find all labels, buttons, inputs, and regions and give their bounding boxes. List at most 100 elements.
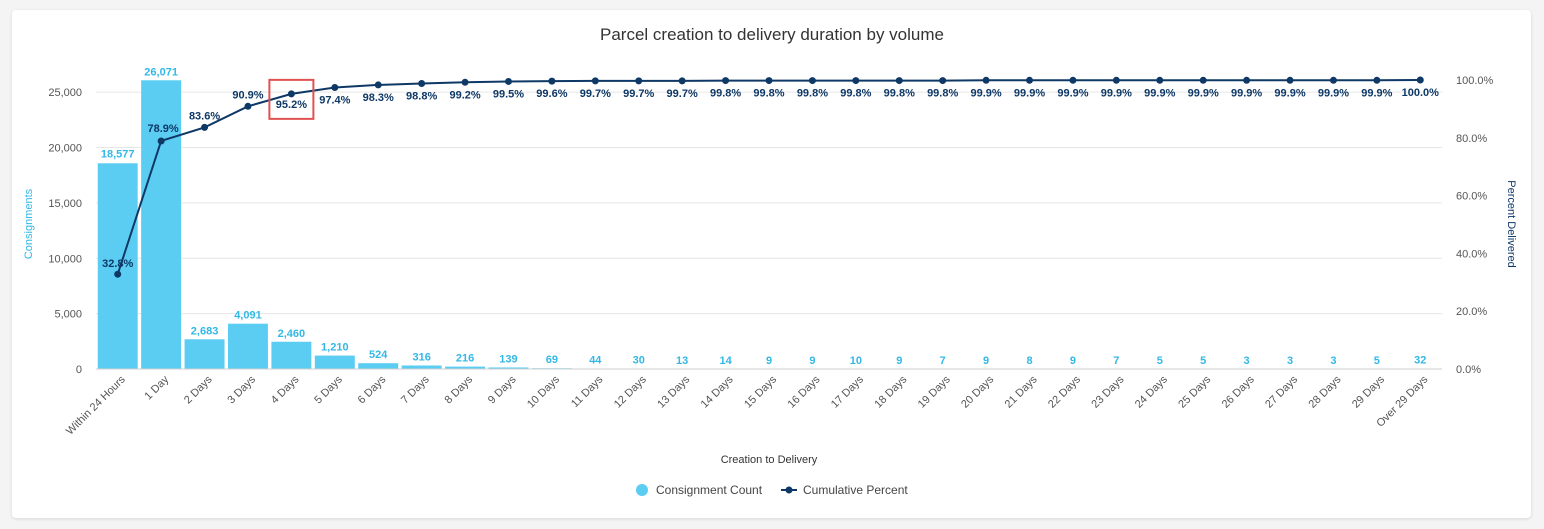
- x-tick-label: 11 Days: [569, 373, 606, 410]
- bar[interactable]: [227, 323, 268, 369]
- x-tick-label: 24 Days: [1133, 373, 1170, 410]
- bar[interactable]: [401, 365, 442, 369]
- y2-axis-title: Percent Delivered: [1505, 180, 1517, 267]
- cumulative-percent-label: 99.9%: [1101, 87, 1132, 99]
- line-point[interactable]: [1286, 76, 1294, 84]
- y-tick-label: 10,000: [48, 253, 82, 265]
- y2-tick-label: 100.0%: [1456, 75, 1494, 87]
- x-tick-label: 4 Days: [269, 373, 302, 406]
- line-point[interactable]: [808, 77, 816, 85]
- cumulative-percent-label: 99.9%: [1274, 87, 1305, 99]
- line-point[interactable]: [461, 78, 469, 86]
- line-point[interactable]: [939, 77, 947, 85]
- x-tick-label: 27 Days: [1263, 373, 1300, 410]
- line-point[interactable]: [1069, 76, 1077, 84]
- line-point[interactable]: [114, 270, 122, 278]
- line-point[interactable]: [722, 77, 730, 85]
- x-tick-label: 22 Days: [1046, 373, 1083, 410]
- bar-value-label: 216: [456, 353, 474, 365]
- line-point[interactable]: [1112, 76, 1120, 84]
- bar-value-label: 7: [1113, 355, 1119, 367]
- x-tick-label: 15 Days: [742, 373, 779, 410]
- y-tick-label: 0: [76, 364, 82, 376]
- legend-line-marker-icon: [785, 486, 793, 494]
- line-point[interactable]: [635, 77, 643, 85]
- x-tick-label: 18 Days: [872, 373, 909, 410]
- bar-value-label: 30: [633, 355, 645, 367]
- line-point[interactable]: [1026, 76, 1034, 84]
- line-point[interactable]: [287, 90, 295, 98]
- bar-value-label: 9: [896, 355, 902, 367]
- chart-title: Parcel creation to delivery duration by …: [600, 25, 944, 44]
- x-tick-label: 3 Days: [225, 373, 258, 406]
- bar[interactable]: [141, 80, 182, 369]
- line-point[interactable]: [678, 77, 686, 85]
- line-point[interactable]: [374, 81, 382, 89]
- line-labels: 32.8% 78.9% 83.6% 90.9% 95.2% 97.4% 98.3% 98.8%…: [102, 78, 1439, 270]
- cumulative-percent-label: 99.8%: [840, 88, 871, 100]
- line-point[interactable]: [1373, 76, 1381, 84]
- x-tick-label: 9 Days: [486, 373, 519, 406]
- x-tick-label: 20 Days: [959, 373, 996, 410]
- line-point[interactable]: [201, 123, 209, 131]
- bar-value-label: 3: [1330, 355, 1336, 367]
- line-point[interactable]: [157, 137, 165, 145]
- line-point[interactable]: [765, 77, 773, 85]
- bar-value-label: 10: [850, 355, 862, 367]
- line-point[interactable]: [331, 84, 339, 92]
- bar-value-label: 7: [940, 355, 946, 367]
- line-point[interactable]: [1416, 76, 1424, 84]
- line-point[interactable]: [895, 77, 903, 85]
- bar[interactable]: [97, 163, 138, 369]
- x-tick-label: 8 Days: [442, 373, 475, 406]
- line-point[interactable]: [982, 76, 990, 84]
- line-point[interactable]: [1199, 76, 1207, 84]
- bar[interactable]: [184, 339, 225, 369]
- y-axis-right: 0.0% 20.0% 40.0% 60.0% 80.0% 100.0%: [1456, 75, 1494, 376]
- line-point[interactable]: [504, 77, 512, 85]
- cumulative-percent-label: 99.9%: [1361, 87, 1392, 99]
- x-tick-label: 10 Days: [525, 373, 562, 410]
- bar-value-label: 3: [1244, 355, 1250, 367]
- x-tick-label: 19 Days: [916, 373, 953, 410]
- x-tick-label: 17 Days: [829, 373, 866, 410]
- cumulative-percent-label: 98.8%: [406, 90, 437, 102]
- x-axis-title: Creation to Delivery: [721, 454, 818, 466]
- bar[interactable]: [488, 367, 529, 369]
- bar[interactable]: [271, 341, 312, 369]
- line-point[interactable]: [418, 79, 426, 87]
- bar-series: [97, 80, 1441, 370]
- bar-value-label: 32: [1414, 355, 1426, 367]
- legend-item-cumulative-percent[interactable]: Cumulative Percent: [781, 483, 908, 497]
- y-tick-label: 15,000: [48, 198, 82, 210]
- line-point[interactable]: [1156, 76, 1164, 84]
- line-series: [114, 76, 1424, 278]
- x-tick-label: 13 Days: [655, 373, 692, 410]
- bar-value-label: 316: [412, 352, 430, 364]
- y-axis-left: 0 5,000 10,000 15,000 20,000 25,000: [48, 87, 82, 376]
- bar-value-label: 5: [1157, 355, 1163, 367]
- y2-tick-label: 40.0%: [1456, 248, 1487, 260]
- bar[interactable]: [314, 355, 355, 369]
- line-point[interactable]: [852, 77, 860, 85]
- bar-value-label: 5: [1200, 355, 1206, 367]
- line-point[interactable]: [591, 77, 599, 85]
- x-tick-label: 29 Days: [1350, 373, 1387, 410]
- line-point[interactable]: [244, 102, 252, 110]
- bar-value-label: 524: [369, 349, 388, 361]
- cumulative-percent-label: 99.9%: [1231, 87, 1262, 99]
- bar-value-label: 9: [983, 355, 989, 367]
- line-point[interactable]: [1329, 76, 1337, 84]
- line-point[interactable]: [548, 77, 556, 85]
- legend: Consignment Count Cumulative Percent: [636, 483, 908, 497]
- bar-value-label: 9: [1070, 355, 1076, 367]
- bar[interactable]: [445, 366, 486, 369]
- x-tick-label: 21 Days: [1003, 373, 1040, 410]
- cumulative-percent-label: 97.4%: [319, 95, 350, 107]
- legend-item-consignment-count[interactable]: Consignment Count: [636, 483, 763, 497]
- bar-value-label: 9: [809, 355, 815, 367]
- line-point[interactable]: [1243, 76, 1251, 84]
- x-tick-label: 12 Days: [612, 373, 649, 410]
- x-tick-label: 2 Days: [182, 373, 215, 406]
- bar[interactable]: [358, 363, 399, 369]
